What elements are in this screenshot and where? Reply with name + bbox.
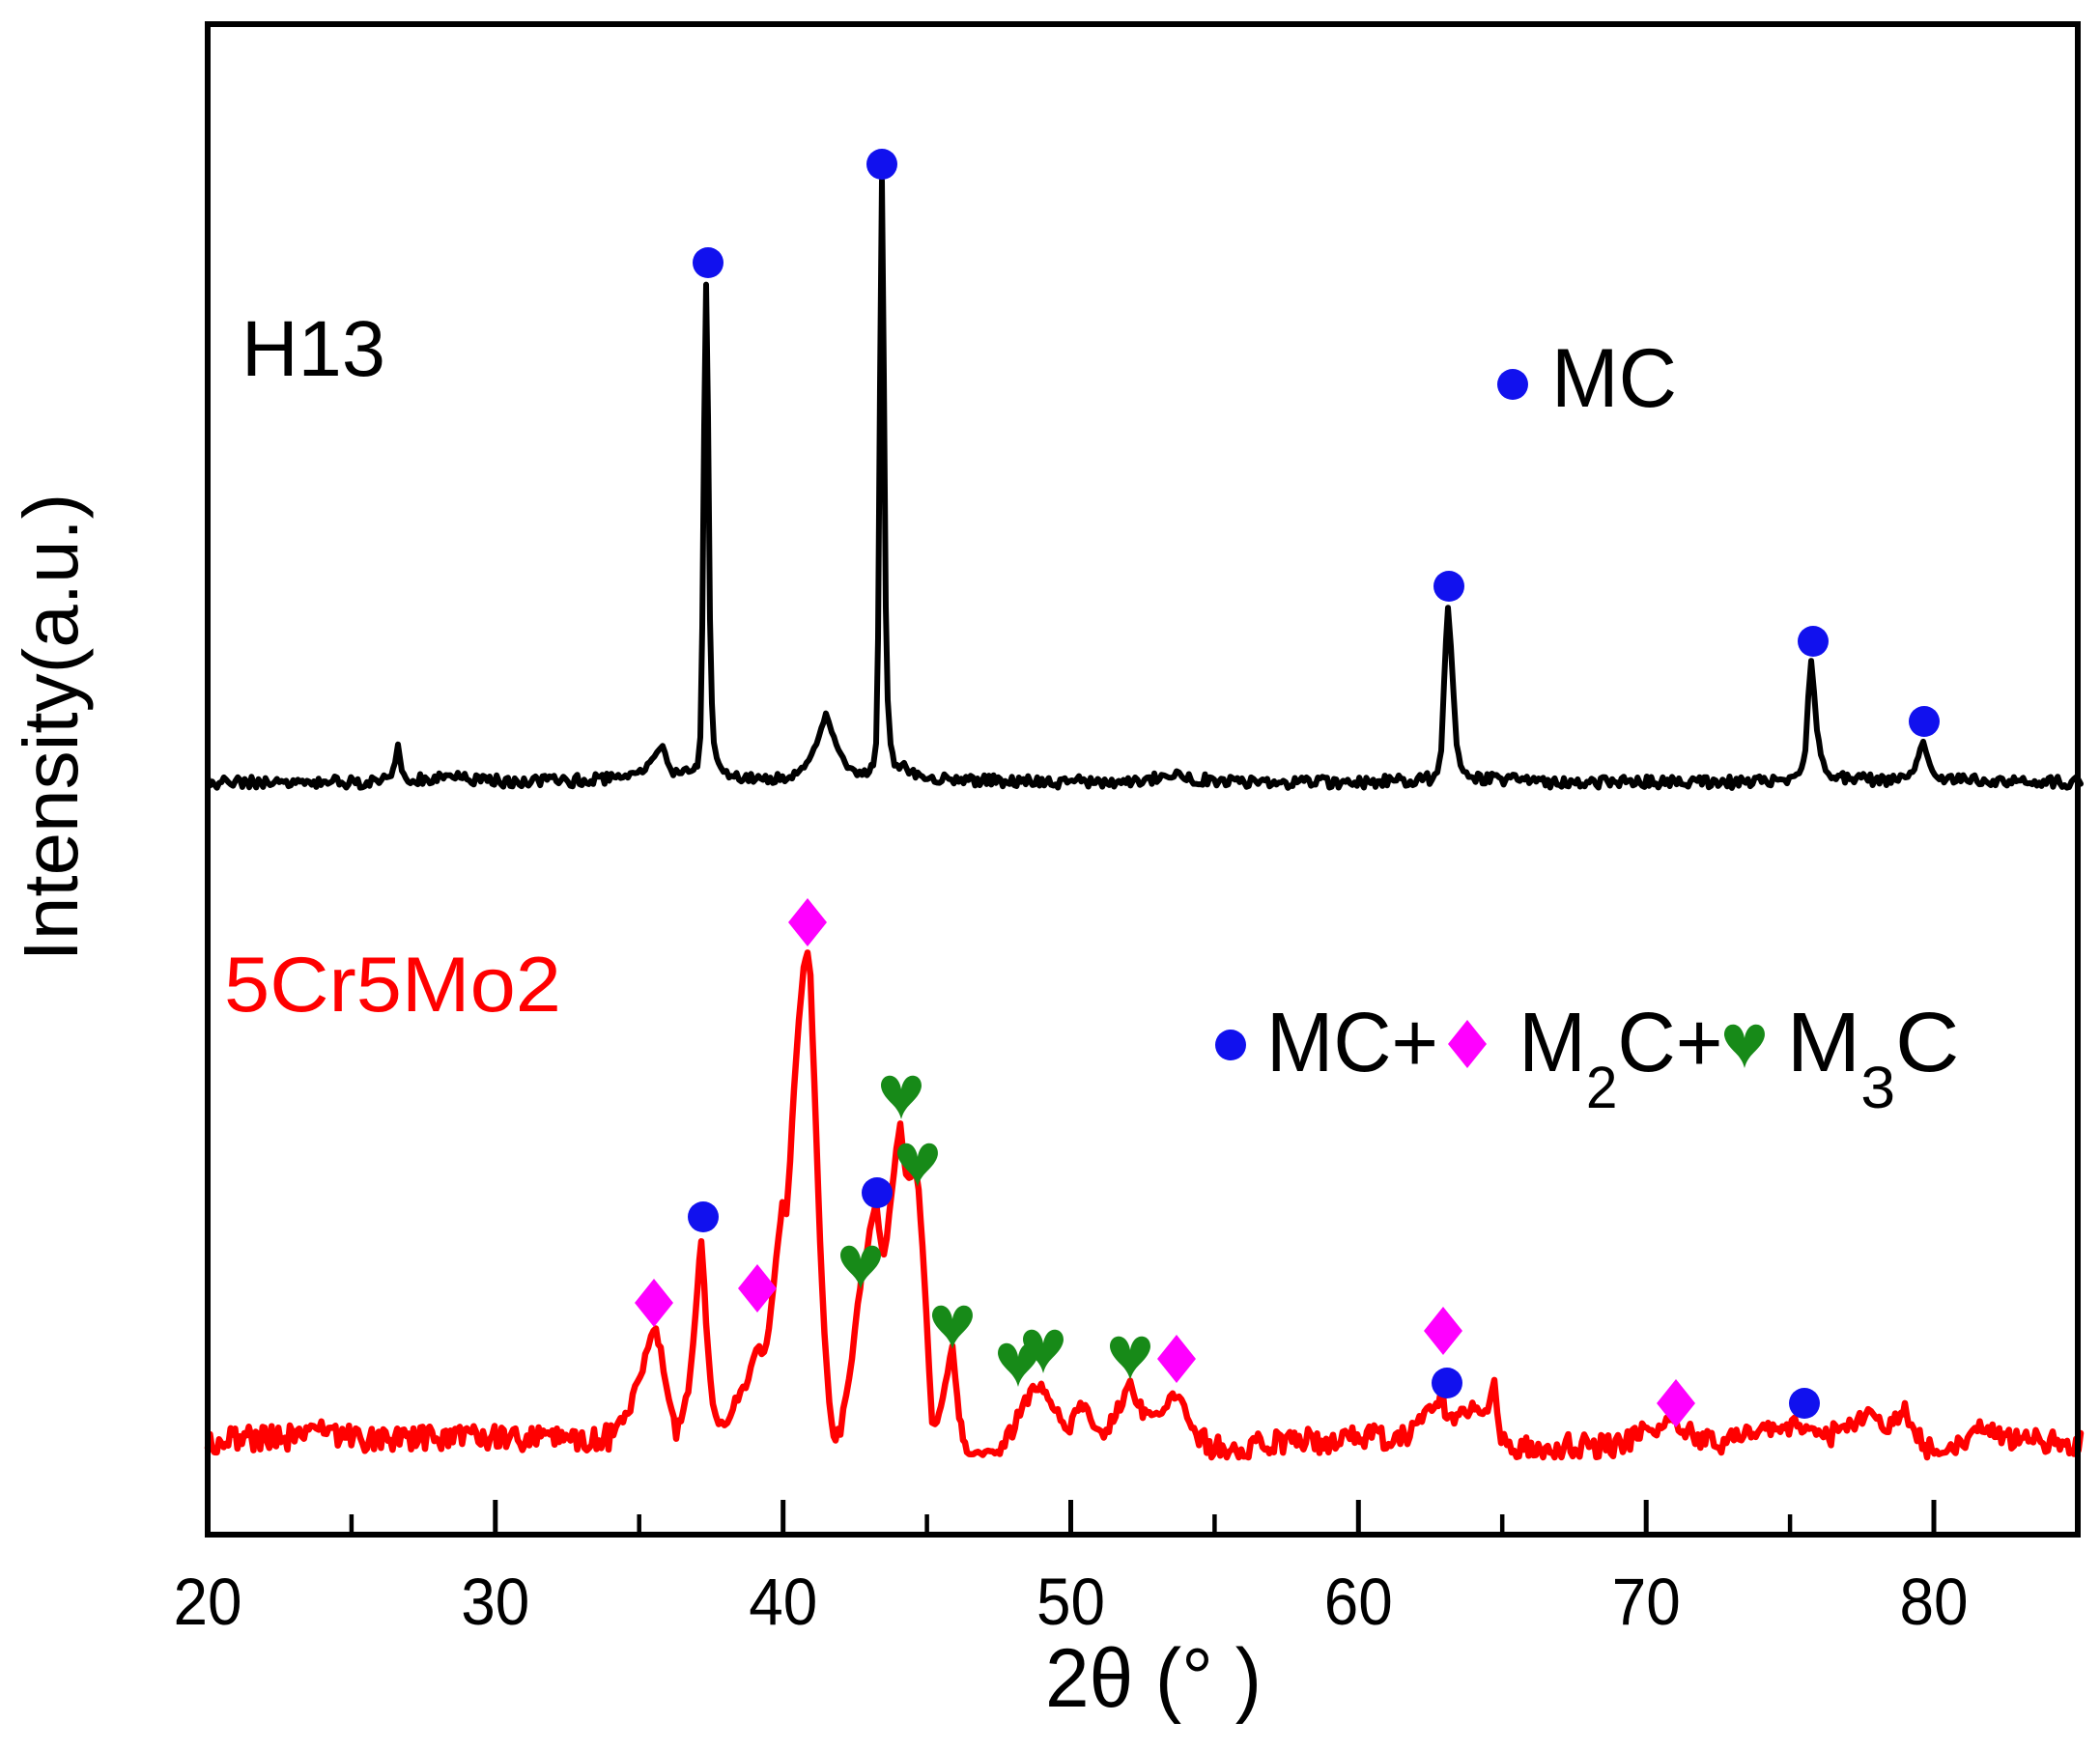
svg-text:80: 80	[1900, 1565, 1969, 1639]
svg-text:40: 40	[749, 1565, 817, 1639]
svg-text:MC+: MC+	[1266, 996, 1438, 1089]
svg-text:20: 20	[174, 1565, 242, 1639]
svg-text:Intensity(a.u.): Intensity(a.u.)	[8, 494, 94, 962]
svg-text:70: 70	[1612, 1565, 1681, 1639]
svg-text:50: 50	[1036, 1565, 1105, 1639]
svg-text:H13: H13	[241, 305, 385, 393]
svg-text:60: 60	[1324, 1565, 1393, 1639]
svg-text:5Cr5Mo2: 5Cr5Mo2	[224, 942, 561, 1029]
svg-text:2θ (° ): 2θ (° )	[1045, 1632, 1262, 1725]
svg-text:30: 30	[461, 1565, 529, 1639]
svg-text:MC: MC	[1551, 332, 1677, 425]
